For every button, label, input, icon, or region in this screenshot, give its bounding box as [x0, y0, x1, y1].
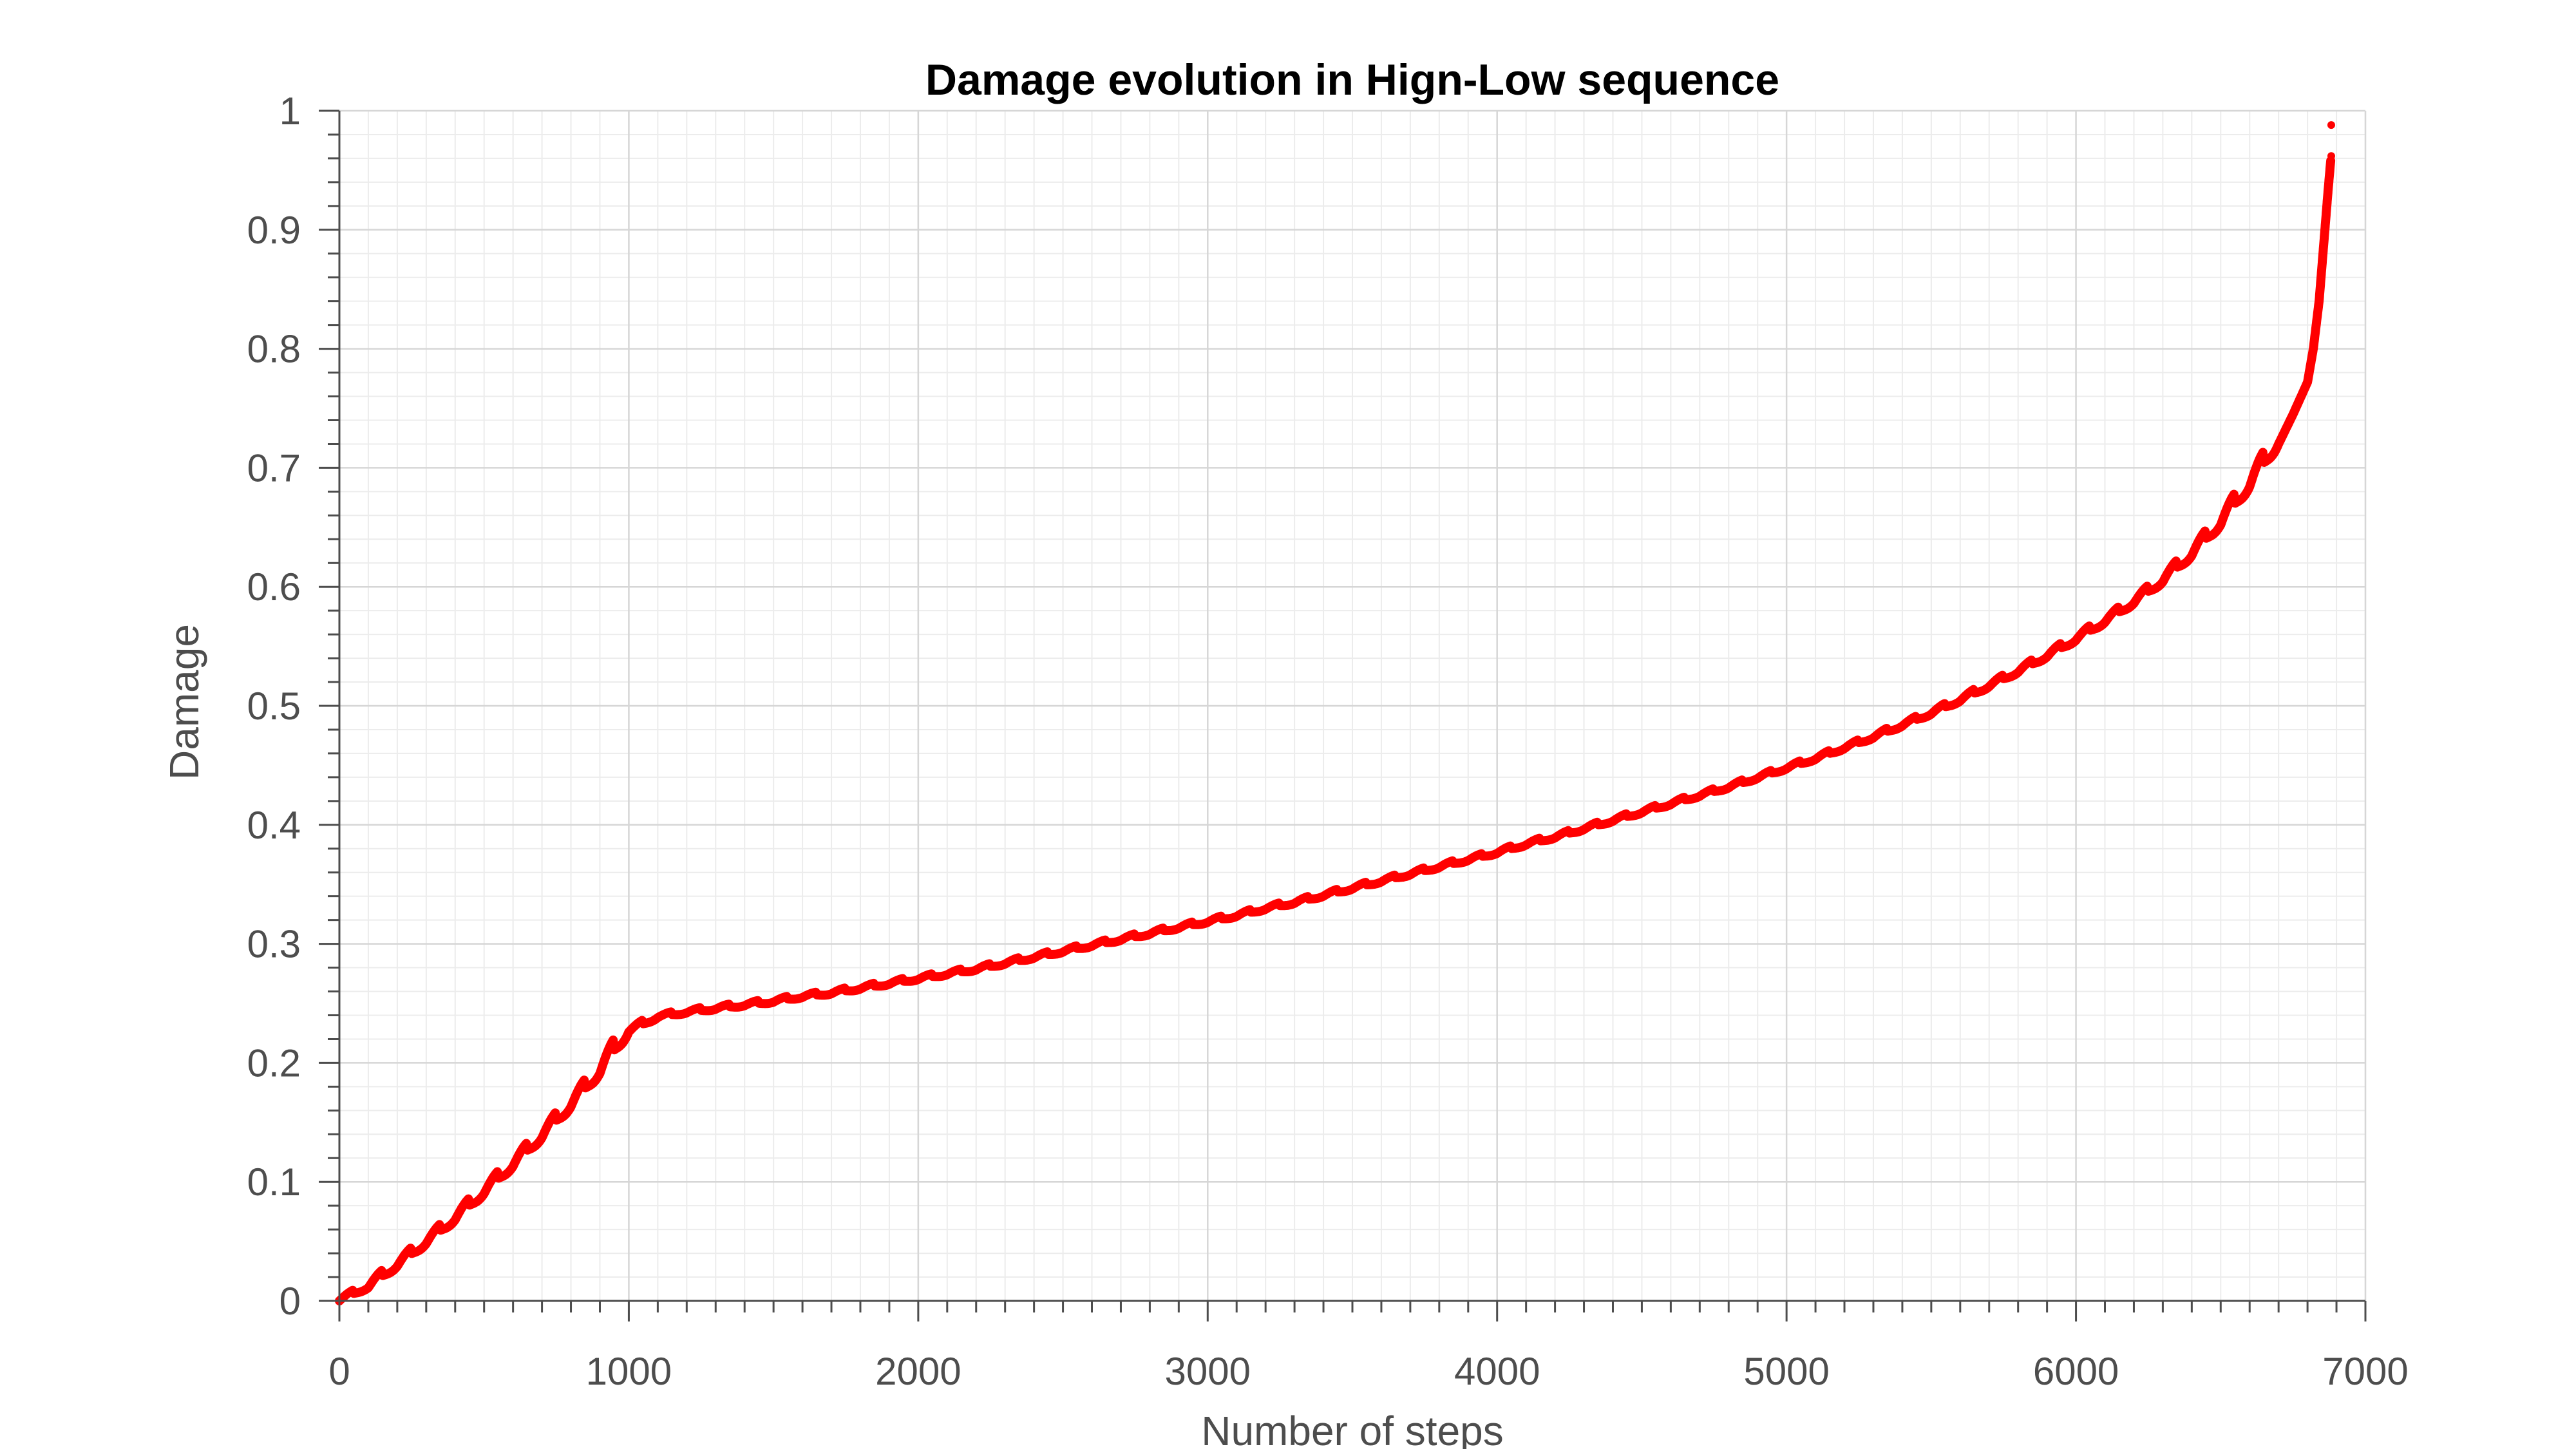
x-tick-label: 5000: [1743, 1350, 1829, 1393]
y-tick-label: 0.1: [247, 1160, 301, 1204]
x-tick-label: 1000: [586, 1350, 672, 1393]
y-tick-label: 0.5: [247, 685, 301, 728]
y-axis-label: Damage: [161, 624, 207, 780]
y-tick-label: 0: [279, 1280, 301, 1323]
chart-title: Damage evolution in Hign-Low sequence: [925, 55, 1779, 104]
y-tick-label: 0.9: [247, 209, 301, 252]
y-tick-label: 0.4: [247, 804, 301, 847]
x-tick-label: 2000: [875, 1350, 961, 1393]
x-tick-label: 3000: [1165, 1350, 1251, 1393]
tick-labels: 0 1000 2000 3000 4000 5000 6000 7000 0 0.1 0.2 0.3 0…: [247, 90, 2409, 1393]
series-line-0: [335, 156, 2336, 1305]
y-tick-label: 0.6: [247, 565, 301, 609]
y-tick-label: 0.3: [247, 923, 301, 966]
outlier-point-0: [2327, 121, 2335, 129]
x-tick-label: 4000: [1454, 1350, 1540, 1393]
series-layer: [335, 121, 2336, 1305]
y-tick-label: 0.2: [247, 1041, 301, 1084]
y-tick-label: 0.7: [247, 446, 301, 489]
x-tick-label: 6000: [2033, 1350, 2119, 1393]
outlier-point-1: [2327, 152, 2335, 160]
x-axis-label: Number of steps: [1201, 1408, 1504, 1449]
axes: [319, 109, 2367, 1321]
x-tick-label: 7000: [2322, 1350, 2408, 1393]
y-tick-label: 1: [279, 90, 301, 133]
y-tick-label: 0.8: [247, 328, 301, 371]
x-tick-label: 0: [328, 1350, 350, 1393]
